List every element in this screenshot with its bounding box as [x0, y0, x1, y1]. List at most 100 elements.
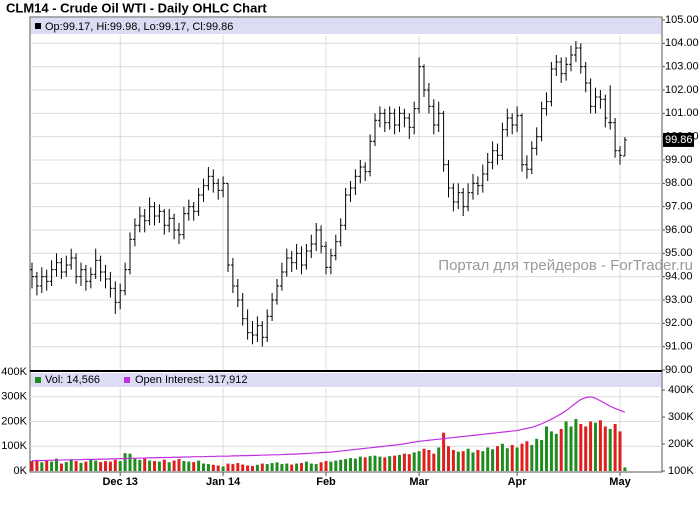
volume-bar [422, 448, 426, 471]
volume-bar [510, 445, 514, 471]
volume-bar [324, 461, 328, 471]
volume-bar [251, 466, 254, 471]
legend-text: Vol: 14,566 [45, 374, 100, 386]
y-tick-label: 90.00 [665, 364, 693, 376]
volume-bar [304, 461, 308, 471]
volume-bar [64, 462, 68, 471]
volume-bar [437, 447, 441, 471]
volume-bar [559, 428, 563, 471]
y-tick-label: 300K [1, 391, 27, 403]
volume-bar [554, 433, 558, 471]
volume-bar [153, 461, 156, 471]
volume-bar [540, 440, 544, 471]
volume-bar [236, 463, 240, 471]
volume-bar [192, 462, 196, 471]
volume-bar [309, 463, 313, 471]
volume-bar [290, 464, 294, 471]
y-tick-label: 200K [1, 415, 27, 427]
volume-bar [94, 460, 98, 471]
legend-swatch [124, 377, 130, 383]
y-tick-label: 98.00 [665, 177, 693, 189]
volume-bar [368, 456, 372, 471]
volume-bar [549, 431, 553, 471]
volume-bar [476, 449, 480, 471]
volume-bar [594, 422, 597, 471]
volume-bar [275, 462, 279, 471]
volume-bar [432, 453, 436, 471]
volume-bar [128, 453, 132, 471]
volume-bar [471, 452, 475, 471]
volume-bar [344, 459, 348, 471]
x-tick-label: Jan 14 [206, 476, 241, 488]
volume-bar [574, 419, 578, 471]
volume-bar [393, 455, 397, 471]
volume-bar [515, 447, 519, 471]
y-tick-label: 100K [1, 440, 27, 452]
volume-bar [451, 449, 455, 471]
volume-bar [564, 421, 568, 471]
volume-bar [314, 464, 318, 471]
volume-bar [505, 448, 509, 471]
volume-bar [246, 465, 250, 471]
volume-bar [231, 464, 235, 471]
volume-bar [241, 464, 245, 471]
legend-swatch [35, 23, 41, 29]
volume-bar [55, 458, 58, 471]
y-tick-label: 101.00 [665, 107, 699, 119]
volume-bar [520, 443, 524, 471]
x-tick-label: Feb [316, 476, 336, 488]
volume-bar [378, 456, 382, 471]
volume-bar [358, 456, 362, 471]
y2-tick-label: 300K [668, 411, 694, 423]
watermark: Портал для трейдеров - ForTrader.ru [438, 257, 693, 274]
volume-bar [148, 460, 152, 471]
volume-bar [108, 461, 112, 471]
volume-bar [608, 428, 612, 471]
x-tick-label: Dec 13 [102, 476, 137, 488]
x-tick-label: May [609, 476, 631, 488]
price-legend-band [31, 18, 661, 34]
volume-bar [349, 458, 352, 471]
volume-bar [300, 463, 303, 471]
y-tick-label: 97.00 [665, 201, 693, 213]
volume-bar [398, 454, 401, 471]
y-tick-label: 102.00 [665, 84, 699, 96]
legend-text: Op:99.17, Hi:99.98, Lo:99.17, Cl:99.86 [45, 21, 233, 33]
volume-bar [442, 432, 446, 471]
volume-bar [104, 461, 107, 471]
volume-bar [216, 465, 220, 471]
volume-bar [270, 463, 274, 471]
volume-bar [69, 459, 73, 471]
volume-bar [486, 447, 490, 471]
legend-text: Open Interest: 317,912 [135, 374, 248, 386]
volume-bar [74, 461, 78, 471]
volume-bar [187, 461, 191, 471]
y-tick-label: 104.00 [665, 37, 699, 49]
volume-bar [456, 451, 460, 471]
volume-bar [447, 446, 450, 471]
volume-bar [162, 459, 166, 471]
chart-title: CLM14 - Crude Oil WTI - Daily OHLC Chart [6, 0, 267, 15]
volume-bar [118, 461, 122, 471]
volume-bar [285, 463, 289, 471]
volume-bar [40, 462, 44, 471]
volume-bar [535, 438, 539, 471]
volume-bar [84, 461, 88, 471]
volume-bar [500, 443, 504, 471]
volume-bar [226, 463, 230, 471]
volume-bar [255, 464, 259, 471]
volume-bar [545, 426, 548, 471]
volume-bar [407, 454, 411, 471]
volume-bar [319, 462, 323, 471]
volume-bar [45, 460, 49, 471]
y-tick-label: 103.00 [665, 61, 699, 73]
volume-bar [123, 453, 127, 471]
volume-bar [417, 451, 421, 471]
volume-bar [197, 460, 201, 471]
y-tick-label: 99.00 [665, 154, 693, 166]
x-tick-label: Apr [508, 476, 528, 488]
volume-bar [589, 421, 593, 471]
volume-bar [373, 455, 377, 471]
volume-bar [206, 464, 210, 471]
y-tick-label: 95.00 [665, 247, 693, 259]
